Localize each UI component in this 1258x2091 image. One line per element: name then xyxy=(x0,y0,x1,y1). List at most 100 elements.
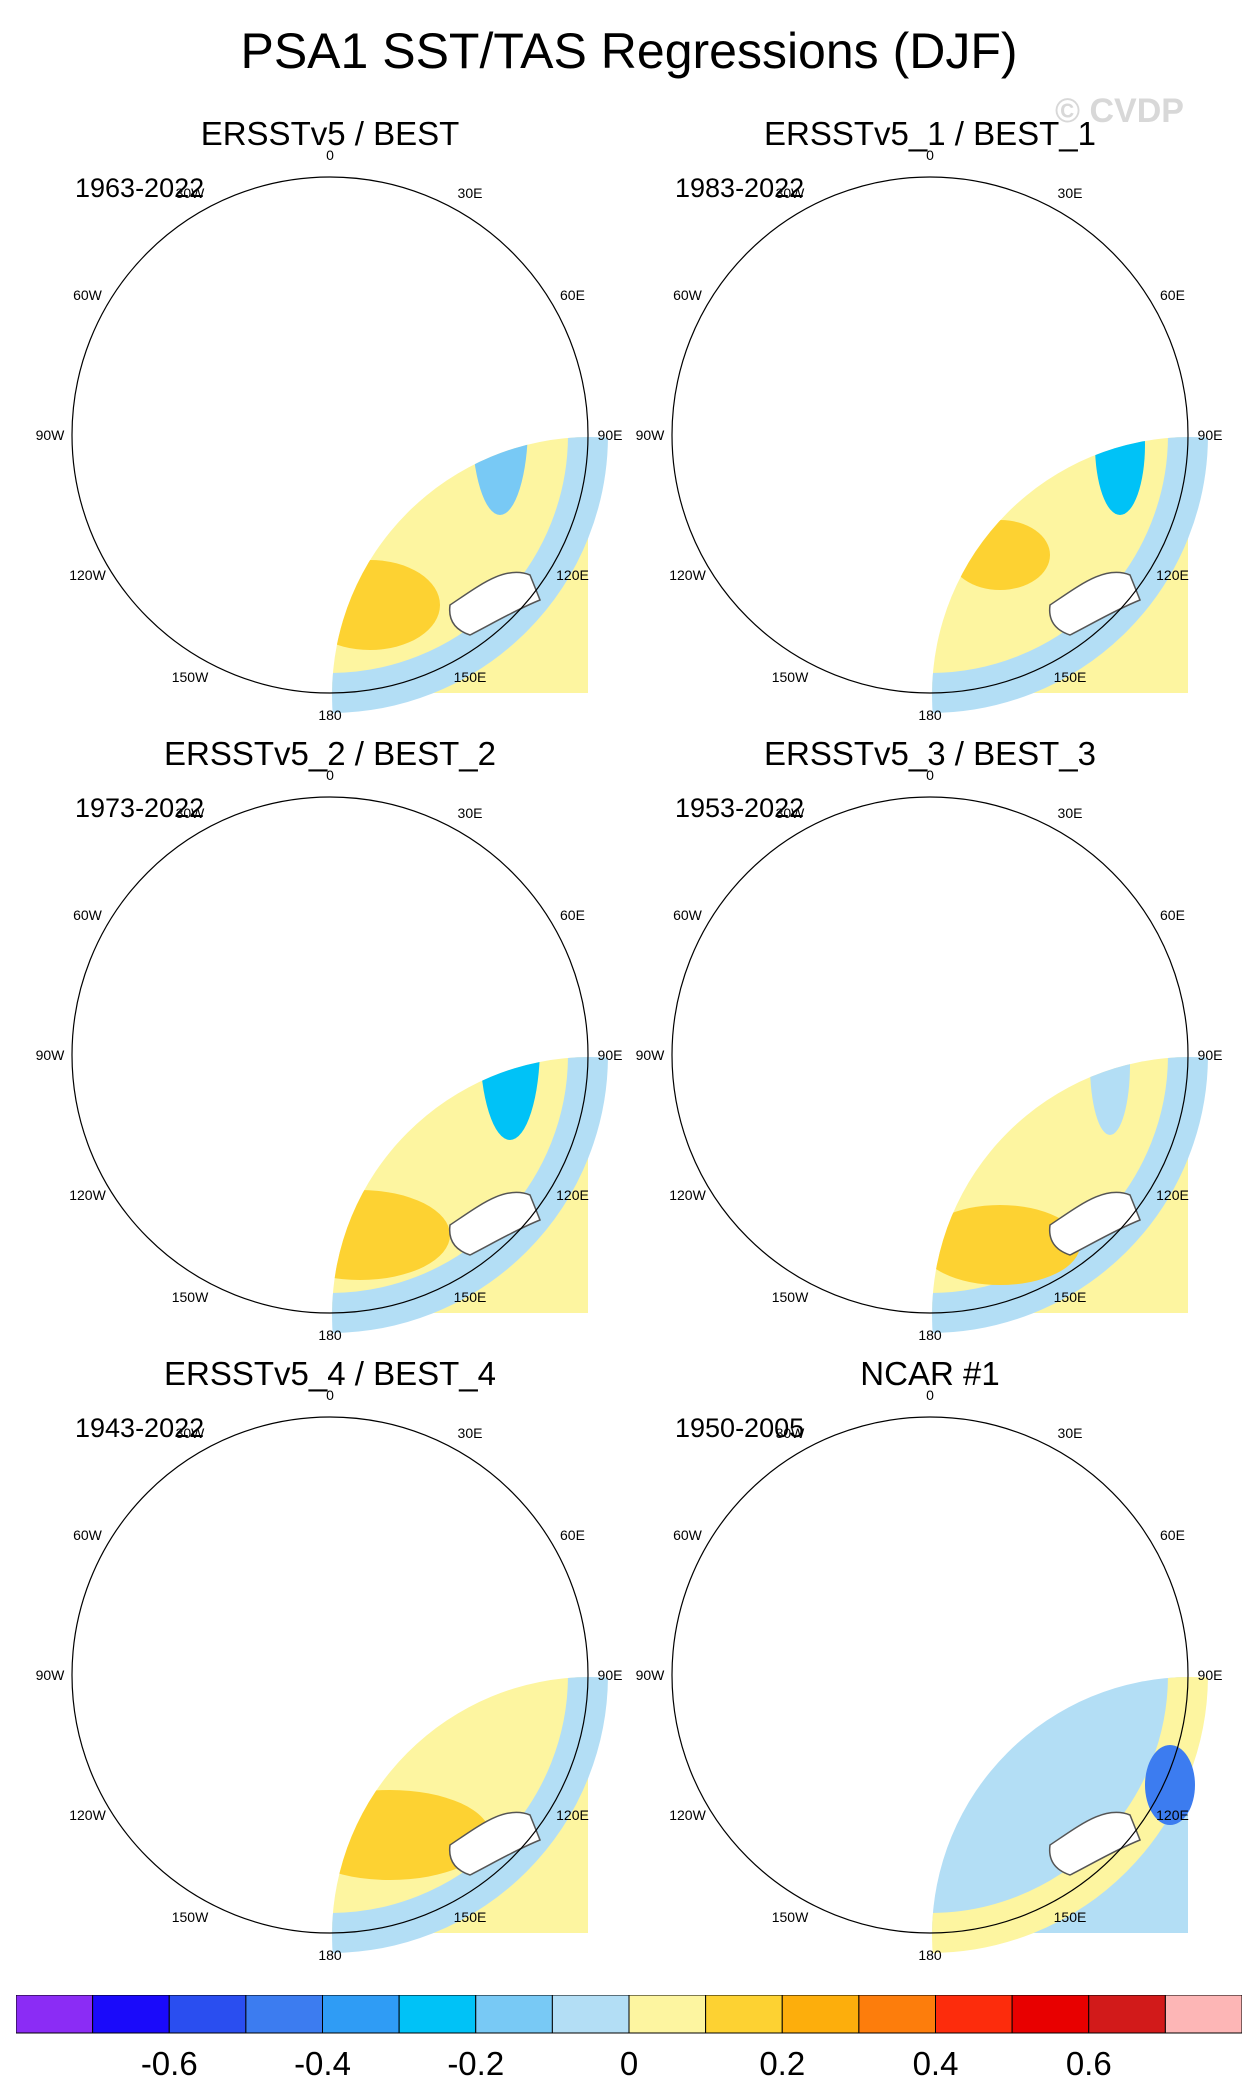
anomaly-blob xyxy=(150,825,390,885)
anomaly-blob xyxy=(663,1538,936,1931)
panel-period: 1963-2022 xyxy=(75,173,205,203)
panel-title: ERSSTv5_4 / BEST_4 xyxy=(164,1355,496,1392)
landmass xyxy=(760,1465,790,1590)
anomaly-blob xyxy=(745,1060,875,1140)
longitude-label: 60E xyxy=(560,907,585,923)
anomaly-blob xyxy=(840,1673,900,1717)
longitude-label: 120E xyxy=(556,1807,589,1823)
longitude-label: 150E xyxy=(1053,669,1087,686)
longitude-label: 120E xyxy=(1156,1807,1189,1823)
anomaly-ring xyxy=(332,437,608,713)
polar-map xyxy=(71,796,608,1333)
longitude-label: 90W xyxy=(35,1667,65,1683)
colorbar-label: -0.2 xyxy=(447,2045,505,2082)
anomaly-blob xyxy=(711,299,960,691)
anomaly-blob xyxy=(155,450,265,540)
longitude-label: 180 xyxy=(918,707,942,723)
landmass xyxy=(939,1173,958,1202)
landmass xyxy=(160,845,190,970)
anomaly-blob xyxy=(150,1440,430,1510)
longitude-label: 120W xyxy=(69,1807,106,1823)
landmass xyxy=(990,175,1110,250)
colorbar-swatch xyxy=(322,1995,400,2034)
landmass xyxy=(939,1793,958,1822)
anomaly-blob xyxy=(774,545,866,644)
longitude-label: 60E xyxy=(560,1527,585,1543)
colorbar-swatch xyxy=(935,1995,1013,2034)
longitude-label: 150W xyxy=(171,669,209,686)
longitude-label: 90E xyxy=(597,1667,623,1683)
longitude-label: 180 xyxy=(918,1327,942,1343)
longitude-label: 150E xyxy=(453,1289,487,1306)
antarctica xyxy=(932,1677,1018,1760)
map-border xyxy=(671,1416,1189,1934)
landmass xyxy=(990,1415,1110,1490)
longitude-label: 30E xyxy=(457,1424,483,1441)
colorbar-swatch xyxy=(16,1995,94,2034)
landmass xyxy=(390,1415,510,1490)
anomaly-blob xyxy=(187,470,243,510)
map-border xyxy=(71,796,589,1314)
landmass xyxy=(990,795,1110,870)
colorbar-swatch xyxy=(628,1995,707,2034)
longitude-label: 150E xyxy=(453,669,487,686)
colorbar-label: 0.6 xyxy=(1065,2045,1112,2082)
antarctica xyxy=(932,1057,1018,1140)
antarctic-peninsula xyxy=(230,971,280,1040)
longitude-label: 150W xyxy=(771,669,809,686)
colorbar-swatch xyxy=(245,1995,323,2034)
longitude-label: 90E xyxy=(1197,1047,1223,1063)
anomaly-blob xyxy=(798,246,981,364)
antarctic-peninsula xyxy=(830,351,880,420)
colorbar-label: -0.6 xyxy=(140,2045,198,2082)
panel-title: ERSSTv5_1 / BEST_1 xyxy=(764,115,1096,152)
anomaly-blob xyxy=(150,215,390,285)
anomaly-blob xyxy=(932,1205,1080,1285)
anomaly-blob xyxy=(932,1677,940,1745)
longitude-label: 30W xyxy=(775,804,805,821)
anomaly-blob xyxy=(685,375,755,495)
colorbar-swatch xyxy=(475,1995,553,2034)
landmass xyxy=(448,1811,541,1876)
anomaly-blob xyxy=(1145,1745,1195,1825)
anomaly-ring xyxy=(932,1677,1208,1953)
panel-period: 1973-2022 xyxy=(75,793,205,823)
longitude-label: 120W xyxy=(69,567,106,583)
polar-map xyxy=(71,1415,608,1953)
longitude-label: 90E xyxy=(597,1047,623,1063)
longitude-label: 60W xyxy=(73,1527,102,1543)
anomaly-blob xyxy=(1105,1535,1145,1655)
anomaly-blob xyxy=(770,460,850,520)
anomaly-blob xyxy=(172,1082,248,1138)
longitude-label: 120E xyxy=(1156,567,1189,583)
longitude-label: 120W xyxy=(669,1187,706,1203)
main-title: PSA1 SST/TAS Regressions (DJF) xyxy=(240,23,1018,79)
map-border xyxy=(671,796,1189,1314)
map-border xyxy=(671,176,1189,694)
anomaly-blob xyxy=(127,1655,253,1834)
longitude-label: 60W xyxy=(73,287,102,303)
anomaly-blob xyxy=(145,1055,275,1165)
antarctica xyxy=(332,437,418,520)
longitude-label: 180 xyxy=(318,1327,342,1343)
longitude-label: 120W xyxy=(669,1807,706,1823)
anomaly-blob xyxy=(155,431,285,619)
colorbar-swatch xyxy=(1088,1995,1166,2034)
colorbar-label: 0.4 xyxy=(912,2045,959,2082)
longitude-label: 0 xyxy=(926,1387,934,1403)
panel-period: 1953-2022 xyxy=(675,793,805,823)
landmass xyxy=(339,1173,358,1202)
longitude-label: 120W xyxy=(69,1187,106,1203)
colorbar-swatch xyxy=(1011,1995,1090,2034)
longitude-label: 30W xyxy=(175,184,205,201)
longitude-label: 90W xyxy=(635,1047,665,1063)
longitude-label: 90W xyxy=(635,427,665,443)
longitude-label: 120E xyxy=(556,567,589,583)
longitude-label: 90W xyxy=(635,1667,665,1683)
anomaly-blob xyxy=(332,1190,450,1280)
anomaly-blob xyxy=(720,1815,900,1895)
longitude-label: 150W xyxy=(771,1909,809,1926)
anomaly-blob xyxy=(116,919,365,1311)
map-border xyxy=(71,1416,589,1934)
landmass xyxy=(160,1465,190,1590)
